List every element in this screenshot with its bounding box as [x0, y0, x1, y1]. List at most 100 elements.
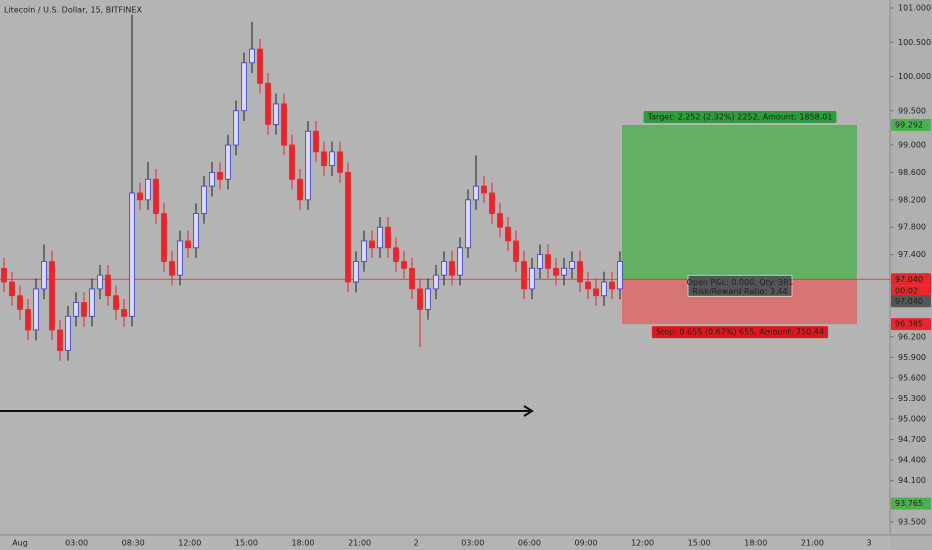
candle-body — [585, 281, 591, 290]
candle-body — [153, 178, 159, 214]
candle-body — [465, 199, 471, 249]
price-label-bg — [891, 273, 931, 286]
candle-body — [97, 274, 103, 290]
candle-body — [473, 185, 479, 201]
countdown-bg — [891, 285, 931, 297]
x-tick-label: 3 — [866, 539, 871, 548]
candle-body — [417, 288, 423, 310]
y-tick-label: 94.700 — [898, 435, 926, 444]
candle-body — [441, 261, 447, 276]
candle-body — [257, 48, 263, 84]
candle-body — [457, 247, 463, 276]
y-tick-label: 93.500 — [898, 517, 926, 526]
candle-body — [305, 130, 311, 201]
candle-body — [25, 309, 31, 331]
candle-body — [297, 178, 303, 201]
candle-body — [449, 261, 455, 276]
candle-body — [361, 240, 367, 262]
candle-body — [49, 261, 55, 331]
candle-body — [561, 267, 567, 276]
y-tick-label: 99.000 — [898, 141, 926, 150]
price-label: 99.292 — [895, 121, 923, 130]
candle-body — [425, 288, 431, 310]
y-tick-label: 94.400 — [898, 456, 926, 465]
price-label-bg — [891, 295, 931, 308]
candle-body — [489, 192, 495, 214]
candle-body — [137, 192, 143, 201]
plot: 101.000 100.500 100.000 99.500 99.000 98.600 9… — [0, 4, 931, 548]
candle-body — [609, 281, 615, 290]
target-zone — [622, 125, 857, 280]
x-tick-label: 21:00 — [801, 539, 824, 548]
candle-body — [481, 185, 487, 194]
candle-body — [81, 302, 87, 317]
candle-body — [601, 281, 607, 297]
candle-body — [105, 274, 111, 297]
candle-body — [193, 213, 199, 249]
candle-body — [537, 254, 543, 269]
y-tick-label: 98.600 — [898, 168, 926, 177]
candle-body — [345, 172, 351, 283]
x-tick-label: 21:00 — [348, 539, 371, 548]
chart-title: Litecoin / U.S. Dollar, 15, BITFINEX — [4, 6, 142, 15]
pnl-label: Open P&L: 0.000, Qty: 381 — [687, 278, 794, 287]
candle-body — [393, 247, 399, 262]
candle-body — [57, 329, 63, 351]
candle-body — [17, 295, 23, 310]
pnl-box — [687, 274, 793, 297]
candle-body — [249, 48, 255, 64]
y-tick-label: 98.200 — [898, 195, 926, 204]
candle-body — [289, 144, 295, 180]
candle-body — [329, 151, 335, 166]
candle-body — [209, 172, 215, 187]
candle-body — [273, 103, 279, 125]
candle-body — [593, 288, 599, 297]
candle-body — [569, 261, 575, 269]
candle-body — [185, 240, 191, 249]
candle-body — [313, 130, 319, 153]
candle-body — [513, 240, 519, 262]
x-tick-label: 15:00 — [688, 539, 711, 548]
price-label: 97.040 — [895, 297, 923, 306]
candle-body — [121, 309, 127, 317]
x-tick-label: Aug — [12, 539, 28, 548]
price-label-bg — [891, 318, 931, 331]
arrow-head — [523, 405, 534, 417]
y-tick-label: 96.200 — [898, 332, 926, 341]
candle-body — [217, 172, 223, 180]
candle-body — [377, 226, 383, 249]
candle-body — [281, 103, 287, 146]
x-tick-label: 09:00 — [574, 539, 597, 548]
target-label-bg — [643, 111, 837, 124]
x-tick-label: 15:00 — [235, 539, 258, 548]
y-tick-label: 100.500 — [898, 38, 931, 47]
candle-body — [521, 261, 527, 290]
candle-body — [65, 315, 71, 351]
stop-label: Stop: 0.655 (0.67%) 655, Amount: 750.44 — [656, 328, 824, 337]
candle-body — [497, 213, 503, 228]
ratio-label: Risk/Reward Ratio: 3.44 — [692, 287, 787, 296]
target-label: Target: 2.252 (2.32%) 2252, Amount: 1858… — [647, 113, 833, 122]
candle-body — [129, 192, 135, 317]
candle-body — [113, 295, 119, 310]
x-tick-label: 2 — [414, 539, 419, 548]
candle-body — [529, 267, 535, 290]
candle-body — [385, 226, 391, 249]
candle-body — [505, 226, 511, 242]
candle-body — [225, 144, 231, 180]
candle-body — [401, 261, 407, 269]
x-tick-label: 06:00 — [518, 539, 541, 548]
x-tick-label: 18:00 — [291, 539, 314, 548]
candle-body — [1, 267, 7, 283]
x-tick-label: 12:00 — [631, 539, 654, 548]
candle-body — [617, 261, 623, 290]
y-tick-label: 95.300 — [898, 394, 926, 403]
y-tick-label: 97.400 — [898, 250, 926, 259]
candle-body — [169, 261, 175, 276]
candle-body — [41, 261, 47, 290]
candle-body — [369, 240, 375, 249]
y-tick-label: 95.600 — [898, 373, 926, 382]
price-label: 97.040 — [895, 275, 923, 284]
y-tick-label: 100.000 — [898, 72, 931, 81]
